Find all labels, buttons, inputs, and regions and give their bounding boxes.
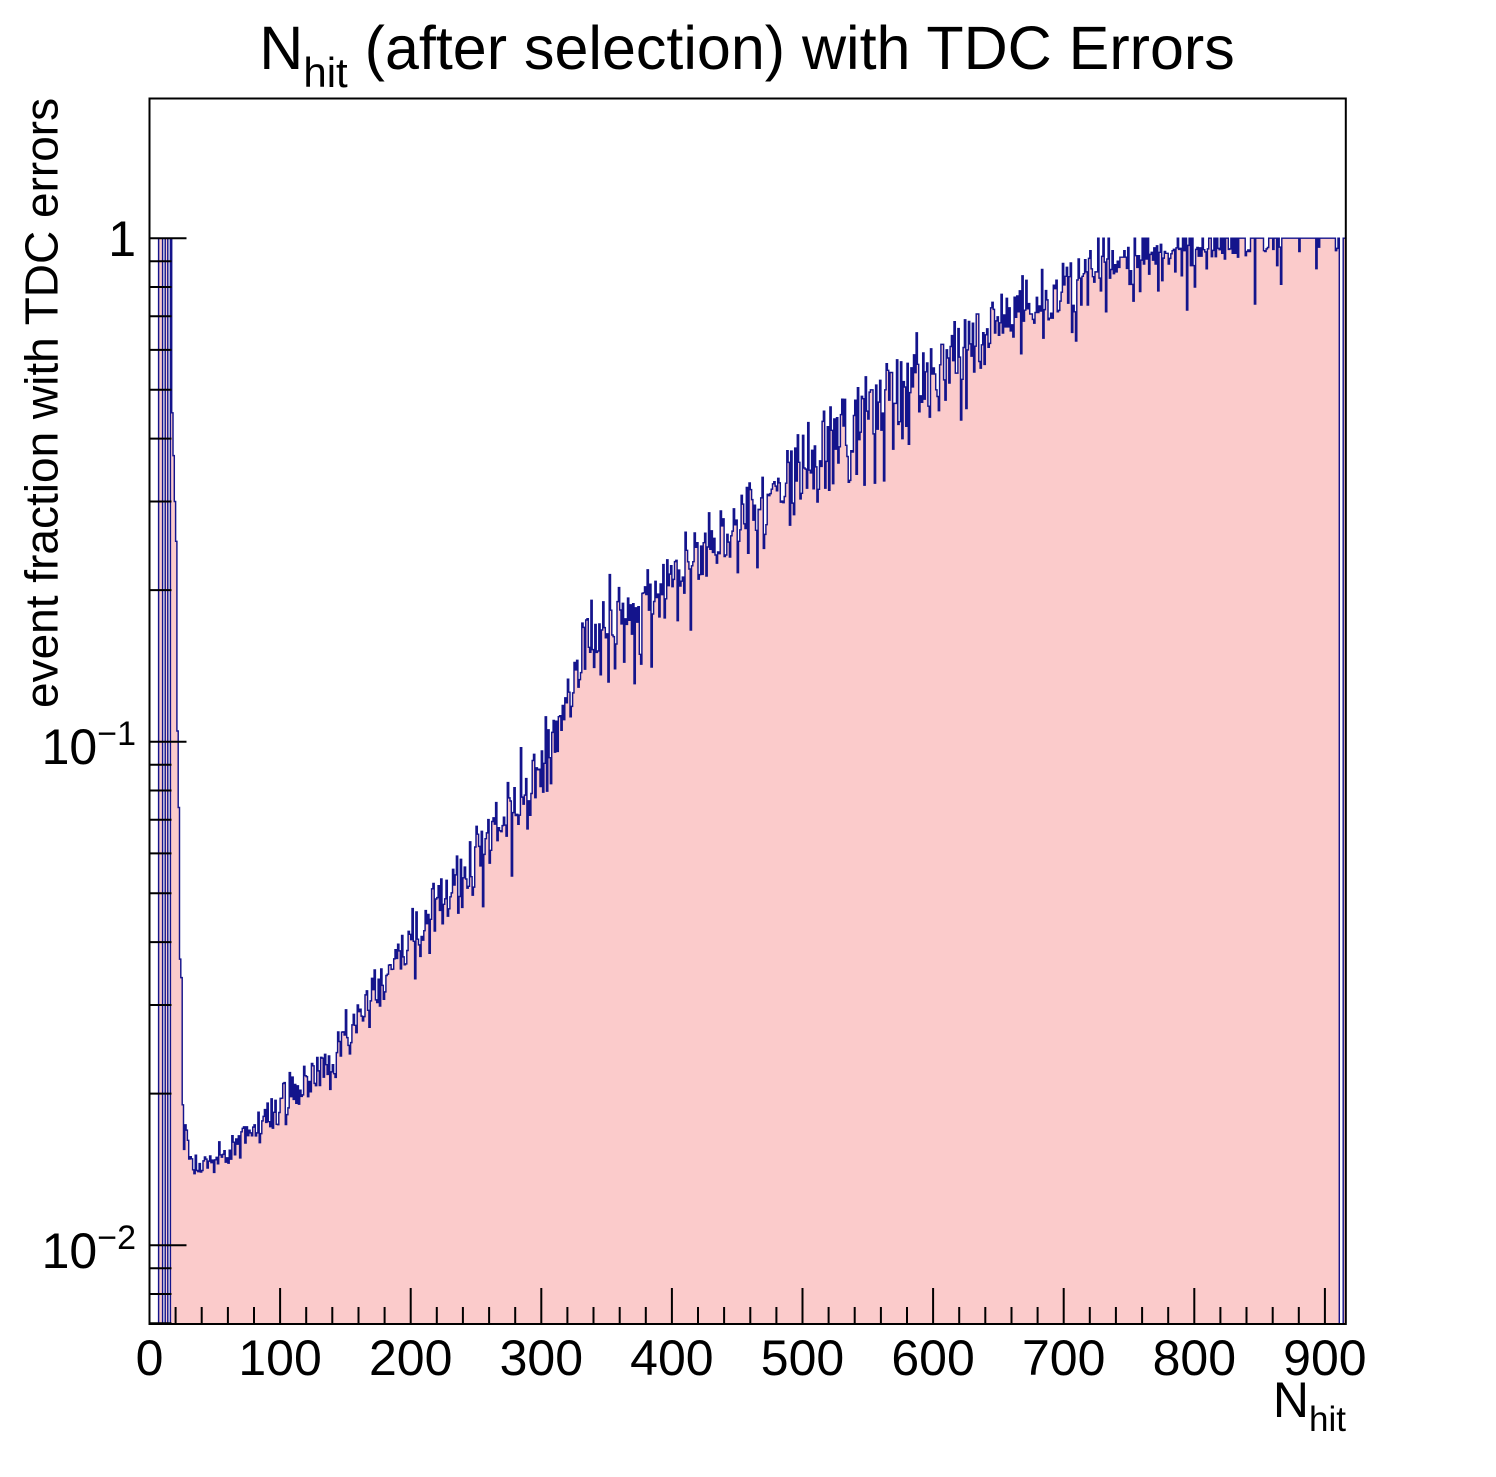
- svg-text:1: 1: [108, 211, 136, 267]
- svg-text:500: 500: [761, 1330, 844, 1386]
- svg-text:300: 300: [500, 1330, 583, 1386]
- svg-text:200: 200: [369, 1330, 452, 1386]
- svg-text:100: 100: [238, 1330, 321, 1386]
- svg-text:event fraction with TDC errors: event fraction with TDC errors: [16, 98, 68, 708]
- svg-text:700: 700: [1022, 1330, 1105, 1386]
- svg-text:900: 900: [1283, 1330, 1366, 1386]
- svg-text:400: 400: [630, 1330, 713, 1386]
- svg-text:0: 0: [136, 1330, 164, 1386]
- svg-text:800: 800: [1153, 1330, 1236, 1386]
- svg-text:600: 600: [891, 1330, 974, 1386]
